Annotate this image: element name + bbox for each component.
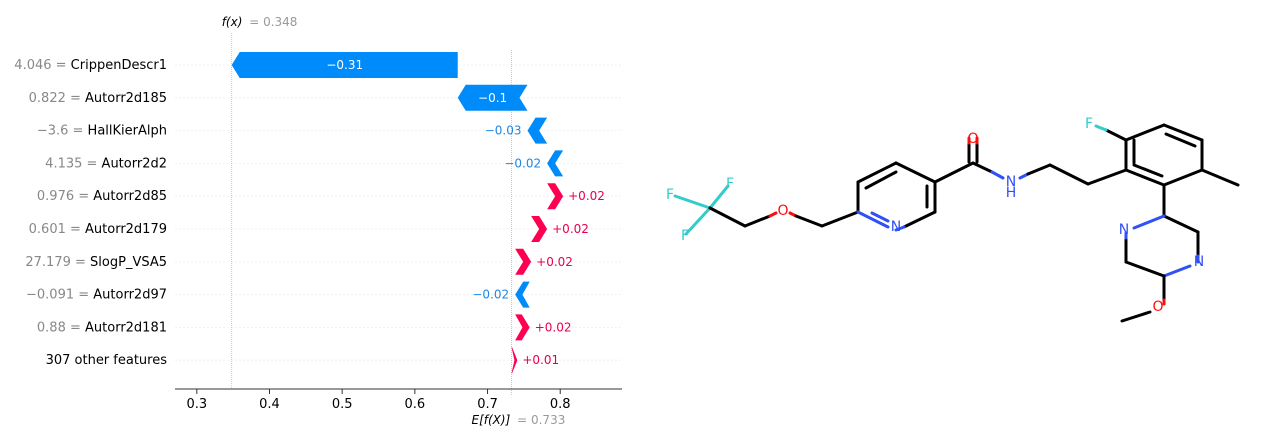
bar-value-label: +0.02 [568,189,605,203]
feature-name: Autorr2d185 [85,90,167,105]
ether-oxygen-atom: O [777,203,788,219]
waterfall-bar [457,84,528,111]
waterfall-bar [547,183,564,210]
waterfall-bar [515,314,530,341]
feature-name: Autorr2d181 [85,320,167,335]
fluorine-atom: F [1085,116,1093,132]
feature-value: 0.976 = [37,189,93,204]
waterfall-bars: −0.31 −0.1 −0.03 −0.02 +0.02 +0.02 +0.02 −0.02 +… [231,52,605,374]
bar-value-label: +0.02 [552,222,589,236]
amide-hydrogen-atom: H [1006,185,1017,201]
waterfall-chart: −0.31 −0.1 −0.03 −0.02 +0.02 +0.02 +0.02 −0.02 +… [14,15,622,427]
carbonyl-oxygen-atom: O [967,131,978,147]
amide-nitrogen-atom: N [1006,174,1016,190]
pyrazine-nitrogen-atom: N [1119,222,1129,238]
feature-label: 307 other features [46,353,168,368]
feature-labels: 4.046 = CrippenDescr1 0.822 = Autorr2d185… [14,58,167,368]
feature-value: 0.601 = [29,222,85,237]
bar-value-label: +0.02 [536,255,573,269]
x-tick-label: 0.4 [259,397,280,412]
feature-label: 4.135 = Autorr2d2 [45,156,167,171]
bar-value-label: −0.02 [472,288,509,302]
waterfall-bar [515,281,530,308]
fluorine-atom: F [666,187,674,203]
feature-label: −3.6 = HallKierAlph [37,123,167,138]
fluorine-atom: F [681,228,689,244]
feature-label: 0.976 = Autorr2d85 [37,189,167,204]
bar-value-label: −0.31 [326,58,363,72]
feature-label: 0.601 = Autorr2d179 [29,222,167,237]
fluorine-atom: F [726,176,734,192]
base-value: = 0.733 [517,413,565,427]
feature-name: CrippenDescr1 [71,58,167,73]
feature-value: 0.88 = [37,320,85,335]
x-tick-label: 0.8 [550,397,571,412]
waterfall-bar [547,150,564,177]
bar-value-label: +0.01 [522,353,559,367]
bar-value-label: −0.1 [478,91,507,105]
feature-label: 0.88 = Autorr2d181 [37,320,167,335]
x-tick-label: 0.7 [477,397,498,412]
feature-value: 4.046 = [14,58,70,73]
feature-value: 27.179 = [25,254,90,269]
feature-value: −3.6 = [37,123,88,138]
base-annotation: E[f(X)] = 0.733 [472,413,566,427]
waterfall-bar [231,52,458,78]
pyridine-nitrogen-atom: N [891,219,901,235]
bar-value-label: +0.02 [535,320,572,334]
feature-label: 27.179 = SlogP_VSA5 [25,254,167,269]
waterfall-bar [527,117,548,144]
fx-value: = 0.348 [249,15,297,29]
molecule-bonds [673,123,1240,323]
molecule-structure: F F F O N O N H F N N O [666,116,1240,323]
feature-name: Autorr2d2 [102,156,167,171]
feature-name: Autorr2d85 [93,189,167,204]
feature-label: 4.046 = CrippenDescr1 [14,58,167,73]
feature-value: 0.822 = [29,90,85,105]
waterfall-bar [511,347,518,374]
bar-value-label: −0.02 [504,156,541,170]
base-label: E[f(X)] [472,413,511,427]
x-tick-label: 0.5 [332,397,353,412]
row-gridlines [175,64,622,361]
feature-name: HallKierAlph [88,123,167,138]
fx-label: f(x) [222,15,243,29]
x-axis: 0.3 0.4 0.5 0.6 0.7 0.8 [175,388,622,412]
x-tick-label: 0.3 [186,397,207,412]
molecule-atoms: F F F O N O N H F N N O [666,116,1204,315]
waterfall-bar [531,216,548,242]
methoxy-oxygen-atom: O [1152,299,1163,315]
feature-value: −0.091 = [26,287,93,302]
pyrazine-nitrogen-atom: N [1194,254,1204,270]
x-tick-label: 0.6 [405,397,426,412]
feature-value: 4.135 = [45,156,101,171]
feature-name: Autorr2d179 [85,222,167,237]
feature-name: Autorr2d97 [93,287,167,302]
waterfall-bar [515,248,532,275]
bar-value-label: −0.03 [485,124,522,138]
feature-name: 307 other features [46,353,168,368]
feature-name: SlogP_VSA5 [90,254,167,269]
feature-label: −0.091 = Autorr2d97 [26,287,167,302]
fx-annotation: f(x) = 0.348 [222,15,298,29]
feature-label: 0.822 = Autorr2d185 [29,90,167,105]
